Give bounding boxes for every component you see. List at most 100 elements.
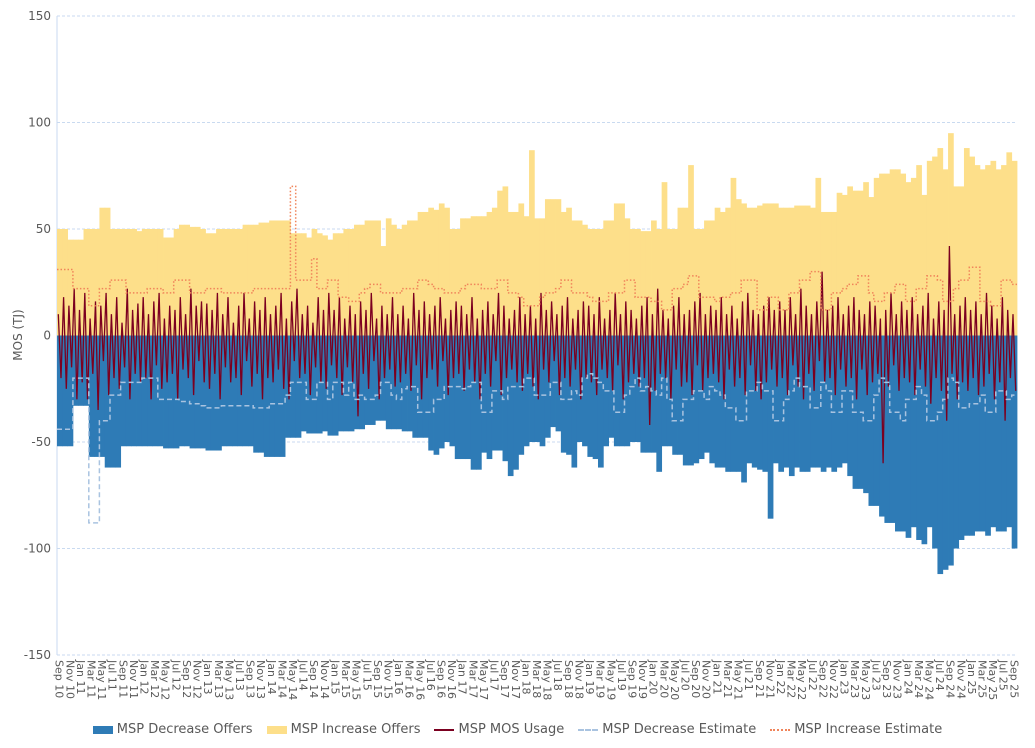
- decrease-offer-bar: [258, 335, 265, 453]
- x-tick-label: Sep 21: [753, 660, 766, 698]
- x-tick-label: May 14: [286, 660, 299, 700]
- increase-offer-bar: [1011, 160, 1018, 336]
- decrease-offer-bar: [338, 335, 344, 432]
- increase-offer-bar: [433, 209, 440, 336]
- x-tick-label: Sep 14: [307, 660, 320, 698]
- increase-offer-bar: [698, 229, 705, 336]
- y-tick-label: 50: [36, 222, 51, 236]
- decrease-offer-bar: [486, 335, 493, 460]
- decrease-offer-bar: [311, 335, 318, 434]
- decrease-offer-bar: [847, 335, 853, 477]
- x-tick-label: Jul 16: [424, 659, 437, 691]
- increase-offer-bar: [184, 224, 190, 336]
- decrease-offer-bar: [698, 335, 705, 460]
- increase-offer-bar: [110, 229, 116, 336]
- decrease-offer-bar: [704, 335, 710, 453]
- increase-offer-bar: [831, 211, 838, 336]
- x-tick-label: Mar 12: [148, 660, 161, 698]
- increase-offer-bar: [587, 229, 594, 336]
- decrease-offer-bar: [369, 335, 376, 425]
- decrease-offer-bar: [900, 335, 907, 532]
- increase-offer-bar: [285, 220, 291, 336]
- decrease-estimate-line: [57, 373, 1017, 524]
- x-tick-label: May 22: [795, 660, 808, 700]
- decrease-offer-bar: [141, 335, 148, 447]
- increase-offer-bar: [889, 169, 896, 336]
- decrease-offer-bar: [444, 335, 450, 442]
- increase-offer-bar: [799, 205, 806, 336]
- x-tick-label: Sep 23: [880, 660, 893, 698]
- x-tick-label: Jan 16: [392, 659, 405, 694]
- increase-offer-bar: [311, 229, 318, 336]
- decrease-offer-bar: [735, 335, 742, 472]
- x-tick-label: May 13: [222, 660, 235, 700]
- decrease-offer-bar: [1001, 335, 1007, 532]
- decrease-offer-bar: [661, 335, 668, 447]
- increase-offer-bar: [168, 237, 175, 336]
- decrease-offer-bar: [666, 335, 673, 447]
- decrease-offer-bar: [364, 335, 371, 425]
- decrease-offer-bar: [688, 335, 694, 466]
- x-tick-label: Nov 15: [382, 660, 395, 699]
- legend-swatch-decrease-offers: [92, 725, 113, 734]
- increase-offer-bar: [645, 231, 652, 336]
- x-tick-label: Mar 14: [275, 660, 288, 698]
- decrease-offer-bar: [518, 335, 525, 455]
- x-tick-label: Sep 19: [626, 660, 639, 698]
- x-tick-label: May 24: [923, 660, 936, 700]
- decrease-offer-bar: [677, 335, 684, 455]
- decrease-offer-bar: [184, 335, 190, 447]
- increase-offer-bar: [820, 211, 827, 336]
- increase-offer-bar: [937, 148, 944, 336]
- increase-offer-bar: [942, 169, 949, 336]
- increase-offer-bar: [714, 207, 721, 336]
- decrease-offer-bar: [730, 335, 737, 472]
- increase-offer-bar: [666, 229, 673, 336]
- increase-offer-bar: [895, 169, 901, 336]
- x-tick-label: May 20: [668, 660, 681, 700]
- increase-offer-bar: [391, 224, 397, 336]
- increase-offer-bar: [767, 203, 774, 336]
- increase-offer-bar: [613, 203, 620, 336]
- increase-offer-bar: [555, 199, 562, 336]
- decrease-offer-bar: [635, 335, 641, 442]
- increase-offer-bar: [979, 169, 986, 336]
- decrease-offer-bar: [804, 335, 811, 472]
- increase-offer-bar: [746, 207, 753, 336]
- increase-offer-bar: [635, 229, 641, 336]
- decrease-offer-bar: [269, 335, 275, 457]
- y-tick-label: 0: [43, 329, 51, 343]
- increase-offer-bar: [550, 199, 556, 336]
- increase-offer-bar: [651, 220, 657, 336]
- increase-offer-bar: [354, 224, 360, 336]
- decrease-offer-bar: [290, 335, 297, 438]
- x-tick-label: Jan 13: [201, 659, 214, 694]
- decrease-offer-bar: [1011, 335, 1018, 549]
- x-tick-label: Jul 15: [360, 659, 373, 691]
- decrease-offer-bar: [285, 335, 291, 438]
- y-axis-label: MOS (TJ): [11, 309, 25, 360]
- increase-estimate-line: [57, 185, 1017, 311]
- decrease-offer-bar: [810, 335, 816, 468]
- increase-offer-bar: [688, 165, 694, 336]
- increase-offer-bar: [608, 220, 615, 336]
- decrease-offer-bar: [863, 335, 869, 494]
- increase-offer-bar: [189, 226, 196, 336]
- increase-offer-bar: [221, 229, 228, 336]
- increase-offer-bar: [247, 224, 254, 336]
- decrease-offer-bar: [555, 335, 562, 432]
- increase-offer-bar: [884, 173, 891, 336]
- decrease-offer-bar: [396, 335, 403, 430]
- decrease-offer-bar: [274, 335, 281, 457]
- increase-offer-bar: [57, 229, 63, 336]
- decrease-offer-bar: [597, 335, 604, 468]
- decrease-offer-bar: [831, 335, 838, 472]
- increase-offer-bar: [364, 220, 371, 336]
- increase-offer-bar: [253, 224, 259, 336]
- decrease-offer-bar: [582, 335, 588, 447]
- decrease-offer-bar: [322, 335, 328, 432]
- x-tick-label: Sep 18: [562, 660, 575, 698]
- increase-offer-bar: [969, 156, 975, 336]
- decrease-offer-bar: [926, 335, 933, 528]
